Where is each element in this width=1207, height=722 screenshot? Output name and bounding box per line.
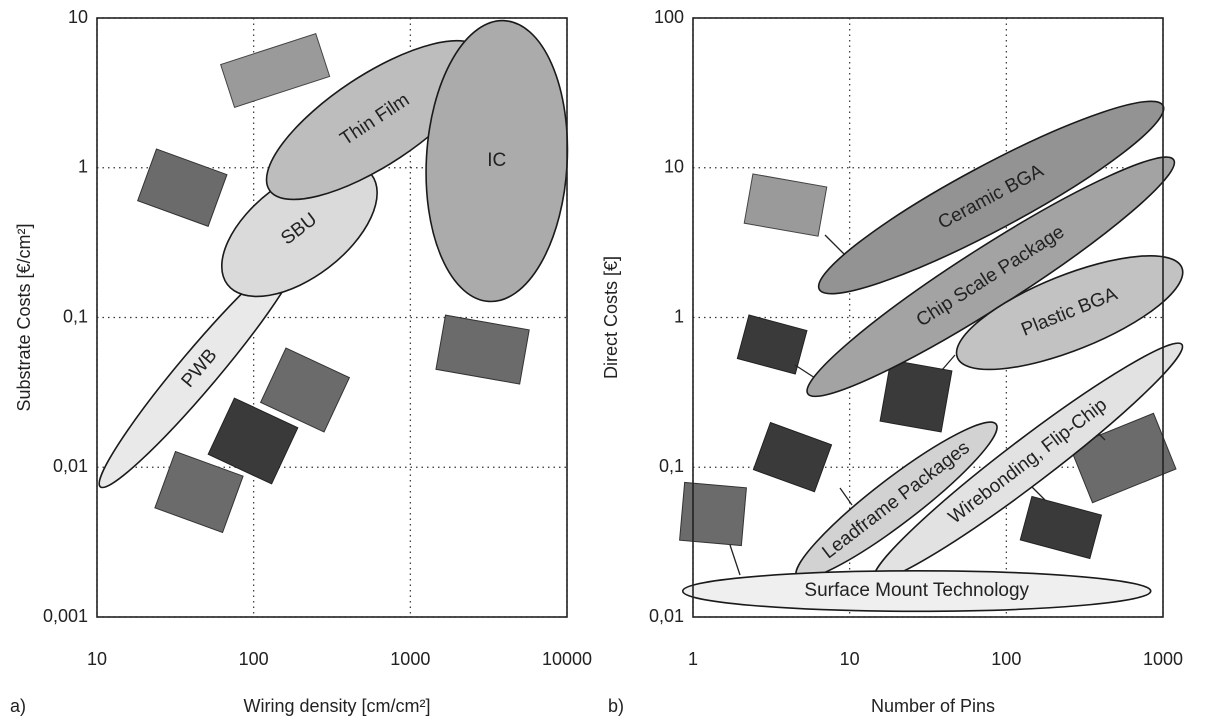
x-tick-label: 100 <box>991 649 1021 669</box>
y-tick-label: 1 <box>78 157 88 177</box>
y-tick-label: 10 <box>664 157 684 177</box>
connector <box>825 235 845 255</box>
y-tick-label: 0,1 <box>63 306 88 326</box>
y-tick-label: 100 <box>654 7 684 27</box>
photo <box>737 315 807 374</box>
x-axis-title: Wiring density [cm/cm²] <box>243 696 430 716</box>
y-axis-title: Substrate Costs [€/cm²] <box>14 223 34 411</box>
x-tick-label: 100 <box>239 649 269 669</box>
y-tick-label: 0,001 <box>43 606 88 626</box>
region-label: Surface Mount Technology <box>804 580 1029 601</box>
x-tick-label: 1 <box>688 649 698 669</box>
photo <box>880 360 952 432</box>
connector <box>730 545 740 575</box>
x-tick-label: 1000 <box>390 649 430 669</box>
photo <box>680 482 747 545</box>
region-label: IC <box>487 150 506 171</box>
photo <box>744 174 827 236</box>
y-tick-label: 0,01 <box>649 606 684 626</box>
photo <box>436 315 529 384</box>
y-tick-label: 0,1 <box>659 456 684 476</box>
y-axis-title: Direct Costs [€] <box>601 256 621 379</box>
photo <box>138 149 227 226</box>
x-tick-label: 10000 <box>542 649 592 669</box>
figure: 101001000100000,0010,010,1110PWBSBUThin … <box>0 0 1207 722</box>
panel-label: a) <box>10 696 26 716</box>
photo <box>753 423 831 492</box>
connector <box>942 355 955 370</box>
photo <box>221 34 330 108</box>
panel-label: b) <box>608 696 624 716</box>
y-tick-label: 0,01 <box>53 456 88 476</box>
x-tick-label: 10 <box>87 649 107 669</box>
connector <box>795 365 815 378</box>
y-tick-label: 1 <box>674 306 684 326</box>
x-tick-label: 1000 <box>1143 649 1183 669</box>
x-axis-title: Number of Pins <box>871 696 995 716</box>
y-tick-label: 10 <box>68 7 88 27</box>
x-tick-label: 10 <box>840 649 860 669</box>
photo <box>1020 496 1101 558</box>
